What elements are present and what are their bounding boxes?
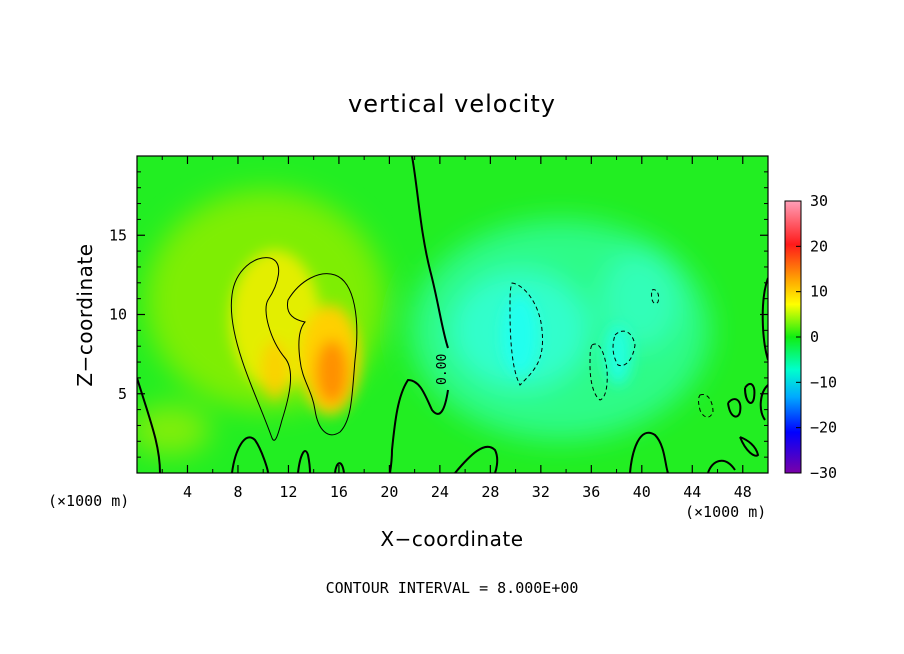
contour-interval-note: CONTOUR INTERVAL = 8.000E+00 [326, 579, 579, 597]
negative-contours [509, 282, 714, 418]
colorbar-tick-label: −30 [810, 464, 837, 482]
x-tick-label: 36 [582, 483, 600, 501]
x-tick-label: 24 [431, 483, 449, 501]
x-tick-label: 48 [734, 483, 752, 501]
x-tick-label: 16 [330, 483, 348, 501]
x-tick-label: 12 [279, 483, 297, 501]
colorbar-tick-label: 30 [810, 192, 828, 210]
colorbar-ticks: 30 20 10 0 −10 −20 −30 [796, 192, 837, 482]
y-axis-label: Z−coordinate [73, 243, 97, 386]
positive-contours [230, 257, 358, 441]
x-tick-label: 44 [683, 483, 701, 501]
x-tick-label: 20 [380, 483, 398, 501]
y-tick-label: 10 [109, 306, 127, 324]
zero-contours [137, 156, 768, 473]
x-axis-label: X−coordinate [380, 527, 523, 551]
x-tick-label: 28 [481, 483, 499, 501]
plot-area: 0.00 [137, 156, 768, 473]
colorbar-tick-label: −10 [810, 373, 837, 391]
y-tick-label: 5 [118, 385, 127, 403]
colorbar-tick-label: −20 [810, 419, 837, 437]
x-unit-left: (×1000 m) [48, 492, 129, 510]
x-tick-label: 40 [633, 483, 651, 501]
y-axis-ticks: 5 10 15 [109, 171, 768, 458]
x-tick-label: 8 [233, 483, 242, 501]
updraft-core [230, 250, 632, 415]
x-tick-label: 32 [532, 483, 550, 501]
x-tick-label: 4 [183, 483, 192, 501]
x-axis-ticks: 4 8 12 16 20 24 28 32 36 40 44 48 [161, 156, 752, 501]
x-unit-right: (×1000 m) [685, 503, 766, 521]
contour-label: 0.00 [435, 354, 450, 385]
colorbar-tick-label: 0 [810, 328, 819, 346]
chart-title: vertical velocity [348, 90, 556, 118]
colorbar-tick-label: 20 [810, 237, 828, 255]
colorbar: 30 20 10 0 −10 −20 −30 [784, 192, 837, 482]
colorbar-tick-label: 10 [810, 283, 828, 301]
y-tick-label: 15 [109, 226, 127, 244]
